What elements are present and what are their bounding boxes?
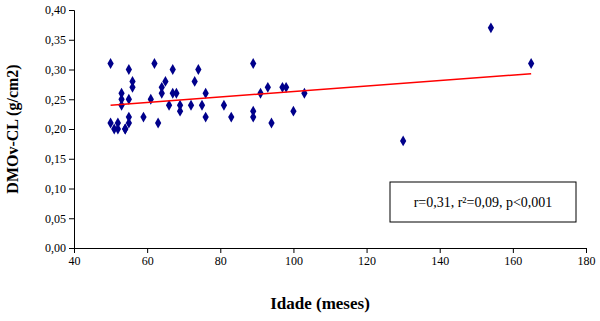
annotation: r=0,31, r²=0,09, p<0,001 <box>390 182 576 222</box>
point <box>228 112 234 123</box>
x-axis: 40 60 80 100 120 140 160 180 <box>69 248 596 268</box>
point <box>250 58 256 69</box>
y-tick-label: 0,25 <box>45 93 66 107</box>
x-tick-label: 100 <box>285 254 303 268</box>
y-tick: 0,25 <box>45 93 74 107</box>
y-tick-mark <box>69 99 74 100</box>
y-tick: 0,30 <box>45 63 74 77</box>
x-tick: 40 <box>69 248 81 268</box>
point <box>528 58 534 69</box>
point <box>115 124 121 135</box>
y-tick-label: 0,00 <box>45 241 66 255</box>
y-tick: 0,20 <box>45 122 74 136</box>
x-axis-title: Idade (meses) <box>270 294 370 313</box>
y-axis-title: DMOv-CL (g/cm2) <box>4 64 22 193</box>
x-tick-mark <box>440 248 441 253</box>
x-tick-label: 120 <box>358 254 376 268</box>
point <box>221 100 227 111</box>
point <box>129 76 135 87</box>
y-tick: 0,00 <box>45 241 74 255</box>
point <box>155 118 161 129</box>
x-tick: 80 <box>215 248 227 268</box>
point <box>118 88 124 99</box>
x-axis-line <box>75 249 587 254</box>
x-tick-mark <box>220 248 221 253</box>
x-tick-mark <box>513 248 514 253</box>
y-tick: 0,05 <box>45 212 74 226</box>
point <box>488 22 494 33</box>
point <box>173 88 179 99</box>
point <box>199 100 205 111</box>
point <box>162 76 168 87</box>
x-tick-label: 80 <box>215 254 227 268</box>
point <box>195 64 201 75</box>
y-tick: 0,40 <box>45 3 74 17</box>
y-tick-mark <box>69 248 74 249</box>
x-tick: 100 <box>285 248 303 268</box>
x-tick-mark <box>293 248 294 253</box>
x-tick-label: 180 <box>578 254 596 268</box>
y-tick-mark <box>69 129 74 130</box>
y-tick-label: 0,20 <box>45 122 66 136</box>
chart: 40 60 80 100 120 140 160 180 0,00 0,05 0,10 0,15 0,2… <box>0 0 600 321</box>
y-tick-label: 0,30 <box>45 63 66 77</box>
point <box>400 135 406 146</box>
y-tick-mark <box>69 189 74 190</box>
point <box>268 118 274 129</box>
y-tick-label: 0,40 <box>45 3 66 17</box>
y-tick-mark <box>69 10 74 11</box>
y-axis-line <box>69 11 75 249</box>
y-tick-label: 0,15 <box>45 152 66 166</box>
point <box>126 112 132 123</box>
x-tick-mark <box>367 248 368 253</box>
x-tick: 160 <box>504 248 522 268</box>
point <box>265 82 271 93</box>
y-tick-mark <box>69 40 74 41</box>
point <box>177 100 183 111</box>
y-tick-label: 0,35 <box>45 33 66 47</box>
y-tick: 0,35 <box>45 33 74 47</box>
x-tick: 60 <box>142 248 154 268</box>
y-tick-mark <box>69 70 74 71</box>
point <box>188 100 194 111</box>
point <box>203 112 209 123</box>
point <box>170 64 176 75</box>
point <box>151 58 157 69</box>
x-tick-mark <box>147 248 148 253</box>
plot: 40 60 80 100 120 140 160 180 0,00 0,05 0,10 0,15 0,2… <box>45 3 596 267</box>
point <box>301 88 307 99</box>
y-tick-mark <box>69 159 74 160</box>
point <box>290 106 296 117</box>
y-tick-label: 0,05 <box>45 212 66 226</box>
point <box>192 76 198 87</box>
x-tick-label: 60 <box>142 254 154 268</box>
x-tick: 140 <box>431 248 449 268</box>
marks <box>107 22 534 146</box>
y-tick: 0,10 <box>45 182 74 196</box>
x-tick-label: 140 <box>431 254 449 268</box>
point <box>126 64 132 75</box>
point <box>140 112 146 123</box>
point <box>250 112 256 123</box>
annotation-box <box>390 182 576 222</box>
y-tick: 0,15 <box>45 152 74 166</box>
x-tick: 180 <box>578 248 596 268</box>
x-tick-label: 40 <box>69 254 81 268</box>
x-tick: 120 <box>358 248 376 268</box>
x-tick-mark <box>586 248 587 253</box>
y-axis: 0,00 0,05 0,10 0,15 0,20 0,25 0,30 0,35 0,40 <box>45 3 75 255</box>
x-tick-label: 160 <box>504 254 522 268</box>
trend-line <box>111 74 532 106</box>
point <box>107 58 113 69</box>
y-tick-mark <box>69 218 74 219</box>
y-tick-label: 0,10 <box>45 182 66 196</box>
point <box>203 88 209 99</box>
annotation-text: r=0,31, r²=0,09, p<0,001 <box>414 195 553 210</box>
